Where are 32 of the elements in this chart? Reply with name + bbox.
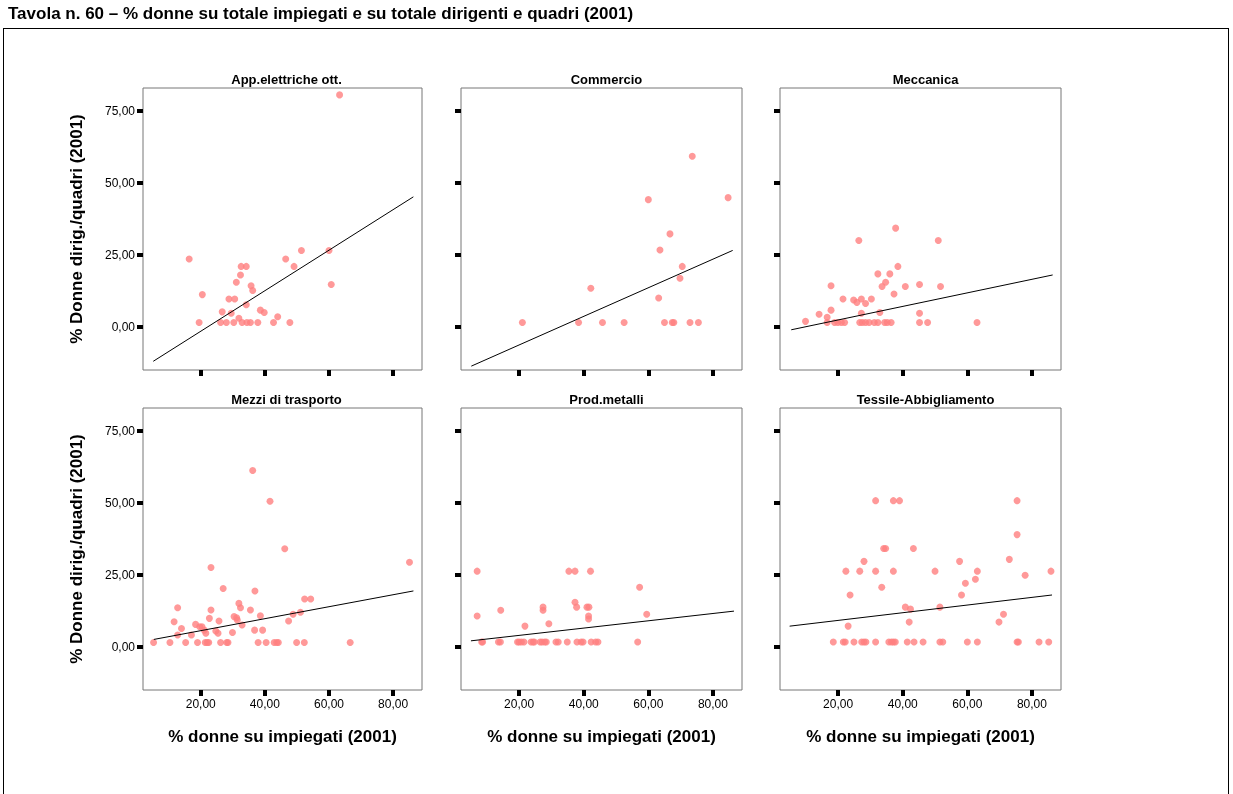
x-tick-label: 80,00 [697, 697, 729, 711]
x-tick-label: 40,00 [887, 697, 919, 711]
x-tick-label: 20,00 [185, 697, 217, 711]
y-tick-label: 75,00 [104, 424, 136, 439]
chart-title: Meccanica [892, 72, 960, 87]
chart-title: Commercio [570, 72, 643, 87]
y-tick-label: 25,00 [104, 247, 136, 262]
x-tick-label: 40,00 [568, 697, 600, 711]
chart-title: Mezzi di trasporto [231, 392, 342, 407]
y-axis-title: % Donne dirig./quadri (2001) [67, 434, 86, 664]
x-tick-label: 80,00 [1016, 697, 1048, 711]
x-tick-label: 80,00 [378, 697, 409, 711]
y-axis-title: % Donne dirig./quadri (2001) [67, 114, 86, 344]
y-tick-label: 75,00 [104, 104, 136, 119]
x-tick-label: 60,00 [633, 697, 664, 711]
x-axis-title: % donne su impiegati (2001) [487, 727, 716, 746]
x-axis-title: % donne su impiegati (2001) [168, 727, 397, 746]
x-tick-label: 60,00 [952, 697, 983, 711]
y-tick-label: 25,00 [104, 567, 136, 582]
text: Tavola n. 60 – % donne su totale impiegati e su totale dirigenti e quadri (2001) [8, 4, 634, 24]
chart-title: Tessile-Abbigliamento [856, 392, 995, 407]
chart-title: Prod.metalli [569, 392, 644, 407]
y-tick-label: 50,00 [104, 175, 136, 190]
y-tick-label: 50,00 [104, 495, 136, 510]
y-tick-label: 0,00 [111, 319, 136, 334]
x-tick-label: 60,00 [313, 697, 345, 711]
x-axis-title: % donne su impiegati (2001) [806, 727, 1035, 746]
x-tick-label: 20,00 [504, 697, 535, 711]
x-tick-label: 40,00 [249, 697, 281, 711]
y-tick-label: 0,00 [111, 639, 136, 654]
chart-title: App.elettriche ott. [231, 72, 342, 87]
x-tick-label: 20,00 [823, 697, 854, 711]
